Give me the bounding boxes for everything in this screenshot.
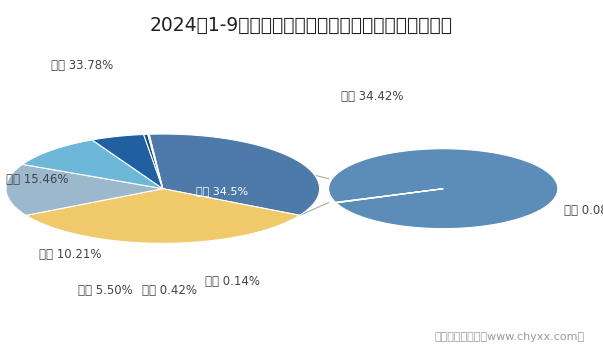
Text: 广东 34.42%: 广东 34.42% xyxy=(341,90,403,103)
Polygon shape xyxy=(26,189,300,243)
Text: 东北 0.42%: 东北 0.42% xyxy=(142,284,197,297)
Polygon shape xyxy=(148,134,163,189)
Polygon shape xyxy=(144,134,163,189)
Polygon shape xyxy=(149,134,320,215)
Text: 制图：智研咨询（www.chyxx.com）: 制图：智研咨询（www.chyxx.com） xyxy=(435,332,585,342)
Text: 2024年1-9月中国房间空气调节器产量大区占比统计图: 2024年1-9月中国房间空气调节器产量大区占比统计图 xyxy=(150,16,453,35)
Polygon shape xyxy=(22,140,163,189)
Text: 华北 5.50%: 华北 5.50% xyxy=(78,284,133,297)
Text: 华中 15.46%: 华中 15.46% xyxy=(6,173,69,186)
Text: 西北 0.14%: 西北 0.14% xyxy=(205,275,260,288)
Text: 西南 10.21%: 西南 10.21% xyxy=(39,248,102,261)
Text: 华南 34.5%: 华南 34.5% xyxy=(197,187,248,197)
Text: 广西 0.08%: 广西 0.08% xyxy=(564,204,603,216)
Polygon shape xyxy=(329,149,558,229)
Text: 华东 33.78%: 华东 33.78% xyxy=(51,59,113,72)
Polygon shape xyxy=(335,189,443,203)
Polygon shape xyxy=(92,135,163,189)
Polygon shape xyxy=(6,164,163,215)
